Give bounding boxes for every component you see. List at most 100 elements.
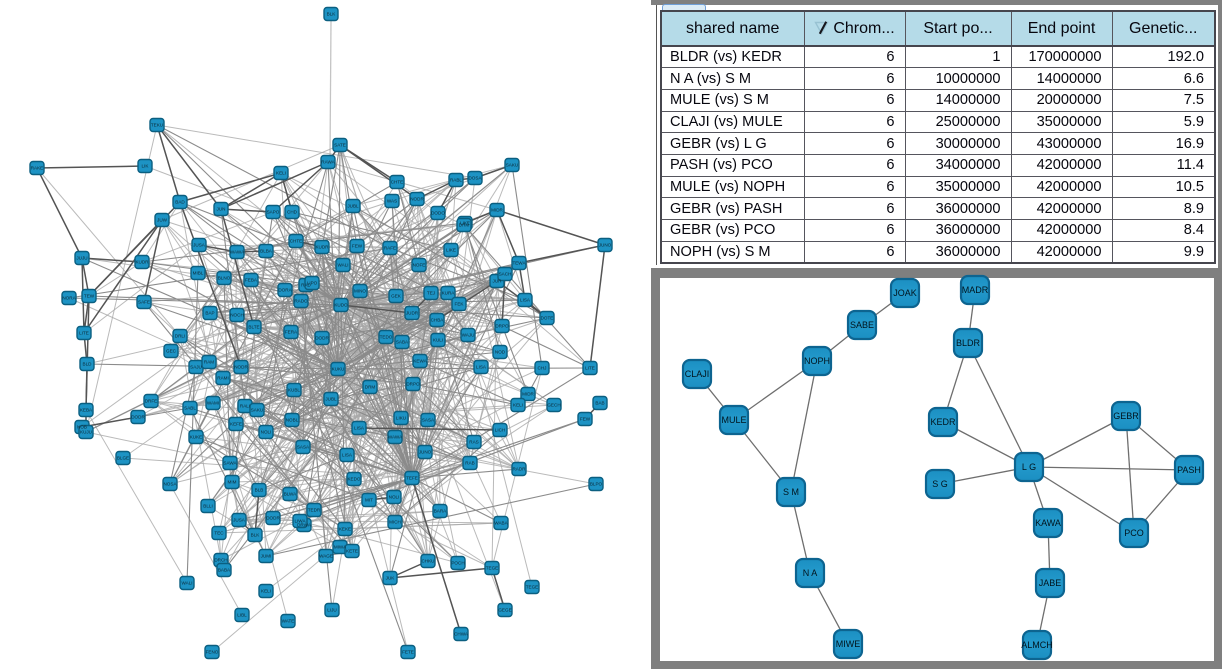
svg-text:NOB: NOB [77,425,87,430]
svg-text:LISA: LISA [354,426,365,431]
svg-text:NOSA: NOSA [163,482,177,487]
svg-text:DODR: DODR [315,336,329,341]
svg-text:JOAK: JOAK [893,288,917,298]
svg-text:RALI: RALI [240,404,250,409]
svg-text:NODR: NODR [410,197,424,202]
svg-text:TEKU: TEKU [151,123,163,128]
svg-text:KEWA: KEWA [413,359,427,364]
svg-text:DRLI: DRLI [175,334,185,339]
svg-text:JUBL: JUBL [325,397,337,402]
svg-text:JUDR: JUDR [406,311,419,316]
svg-text:WAMI: WAMI [207,401,219,406]
svg-text:BLPO: BLPO [590,482,603,487]
svg-text:WAWA: WAWA [388,435,403,440]
svg-text:JUJU: JUJU [76,256,87,261]
svg-text:NOBL: NOBL [286,418,299,423]
svg-text:SAJU: SAJU [190,365,202,370]
svg-text:KEDO: KEDO [347,477,360,482]
svg-text:KEDR: KEDR [930,417,956,427]
svg-text:LIKE: LIKE [460,221,470,226]
svg-text:NOLI: NOLI [261,430,272,435]
svg-text:SASA: SASA [422,418,435,423]
svg-text:BAD: BAD [175,200,185,205]
svg-text:NOPH: NOPH [804,356,830,366]
svg-text:WAWA: WAWA [230,250,245,255]
svg-text:KULI: KULI [433,338,443,343]
svg-text:RAB: RAB [465,461,474,466]
svg-text:DRM: DRM [459,223,470,228]
svg-text:DRM: DRM [365,385,376,390]
svg-text:CHTE: CHTE [391,180,404,185]
svg-text:TEDO: TEDO [380,335,393,340]
svg-text:KUDR: KUDR [135,260,149,265]
svg-text:WAJU: WAJU [462,333,475,338]
svg-text:JUR: JUR [493,279,503,284]
svg-text:LIPO: LIPO [307,281,318,286]
svg-text:MIWA: MIWA [334,545,347,550]
svg-text:FERA: FERA [285,330,298,335]
svg-text:LISA: LISA [476,365,487,370]
svg-text:MICH: MICH [389,520,401,525]
svg-text:TEGE: TEGE [486,566,499,571]
svg-text:BLK: BLK [251,533,261,538]
svg-text:LIWA: LIWA [294,519,306,524]
svg-text:KUDO: KUDO [334,303,348,308]
svg-text:KELI: KELI [261,589,271,594]
svg-text:KAWA: KAWA [1035,518,1061,528]
svg-text:FEW: FEW [352,244,363,249]
svg-text:POCH: POCH [451,561,464,566]
svg-text:FEW: FEW [580,417,591,422]
svg-text:GEK: GEK [391,294,402,299]
svg-text:NOFE: NOFE [413,263,426,268]
svg-text:MIDR: MIDR [491,208,503,213]
svg-text:RADO: RADO [294,299,308,304]
svg-text:FETE: FETE [402,650,414,655]
svg-text:CHJ: CHJ [538,366,547,371]
svg-text:NOCH: NOCH [230,313,244,318]
svg-text:MIDR: MIDR [522,392,534,397]
svg-text:RAD: RAD [301,283,311,288]
svg-text:RAKE: RAKE [31,166,44,171]
svg-text:CLAJI: CLAJI [685,369,710,379]
svg-text:BLK: BLK [327,12,337,17]
svg-text:NOLI: NOLI [389,495,400,500]
svg-text:TEGE: TEGE [526,585,539,590]
svg-text:MULE: MULE [721,415,746,425]
svg-text:DRWA: DRWA [297,523,312,528]
svg-text:PASH: PASH [1177,465,1201,475]
svg-text:SASA: SASA [297,445,310,450]
svg-text:SAWA: SAWA [223,461,237,466]
svg-text:JABE: JABE [1039,578,1062,588]
svg-text:ALMCH: ALMCH [1021,640,1053,650]
svg-text:DRCH: DRCH [214,558,227,563]
svg-text:LICH: LICH [495,428,505,433]
svg-text:FENO: FENO [206,650,219,655]
svg-text:JUBL: JUBL [347,204,359,209]
svg-text:KUKE: KUKE [190,435,203,440]
svg-text:CHBA: CHBA [431,318,445,323]
svg-text:BLLI: BLLI [203,504,212,509]
svg-text:TEFE: TEFE [406,476,418,481]
svg-text:RADR: RADR [512,467,526,472]
svg-text:KURA: KURA [442,291,456,296]
svg-text:WALI: WALI [181,581,192,586]
svg-text:KELI: KELI [513,403,523,408]
svg-text:WAGE: WAGE [319,554,333,559]
svg-text:TEJ: TEJ [427,291,435,296]
svg-text:KEKE: KEKE [339,527,351,532]
svg-text:GECH: GECH [547,403,560,408]
svg-text:WABA: WABA [494,521,508,526]
svg-text:RAWA: RAWA [321,160,335,165]
svg-text:MINO: MINO [354,289,366,294]
svg-text:SAPO: SAPO [267,210,280,215]
svg-text:S M: S M [783,487,799,497]
svg-text:CHD: CHD [287,210,298,215]
svg-text:BLBA: BLBA [260,249,273,254]
svg-text:NODR: NODR [234,365,248,370]
svg-text:SAFE: SAFE [138,300,150,305]
svg-text:KUJU: KUJU [80,430,92,435]
svg-text:BARA: BARA [434,509,447,514]
svg-text:TEC: TEC [214,531,224,536]
svg-text:MIWE: MIWE [836,639,861,649]
svg-text:GEGE: GEGE [498,608,511,613]
